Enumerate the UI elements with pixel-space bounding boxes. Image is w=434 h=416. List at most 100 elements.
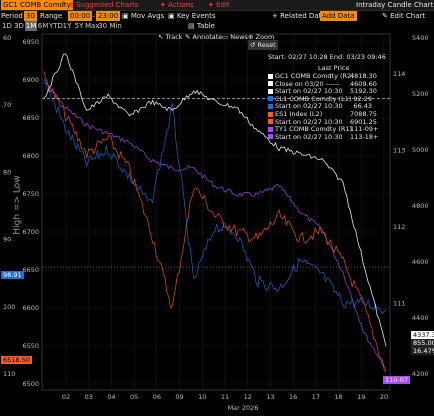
tag-gold-change: 855.00 [411, 339, 434, 347]
right-inner-tick: 112 [393, 223, 405, 231]
page-title: Intraday Candle Chart [356, 1, 434, 9]
left-inner-tick: 6800 [22, 152, 39, 160]
left-outer-tick: 60 [3, 34, 11, 42]
x-tick: 12 [244, 393, 252, 401]
top-toolbar: GC1 COMB Comdty ▮ Suggested Charts ✦ Act… [0, 0, 434, 11]
tag-crude-last: 98.91 [1, 271, 24, 279]
legend-swatch [268, 81, 273, 87]
legend-swatch [268, 73, 273, 79]
right-outer-tick: 5200 [412, 90, 429, 98]
x-tick: 20 [380, 393, 388, 401]
interval-tab[interactable]: 1M [25, 21, 37, 31]
edit-button[interactable]: ✦ Edit [208, 1, 230, 9]
cursor-icon: ↖ [158, 33, 164, 41]
interval-tab[interactable]: 6M [37, 22, 49, 30]
series-line [43, 53, 387, 347]
actions-button[interactable]: ✦ Actions [160, 1, 194, 9]
legend-item: TY1 COMB Comdty (R1) 111-09+ [268, 125, 378, 134]
add-data-field[interactable]: Add Data [320, 11, 357, 21]
reset-button[interactable]: ↺ Reset [248, 40, 278, 50]
right-outer-tick: 4400 [412, 314, 429, 322]
left-inner-tick: 6600 [22, 304, 39, 312]
table-button[interactable]: ▤ Table [188, 22, 215, 30]
right-outer-tick: 4800 [412, 202, 429, 210]
price-chart[interactable]: 6950 6900 6850 6800 6750 6700 6650 6600 6550 6500… [0, 32, 434, 416]
tool-annotate[interactable]: ✎ Annotate [185, 33, 223, 41]
legend-value: 66.43 [353, 102, 372, 111]
x-tick: 02 [62, 393, 70, 401]
table-icon: ▤ [188, 22, 195, 30]
month-label: Mar 2026 [228, 404, 259, 412]
gear-icon: ✦ [208, 1, 214, 9]
tool-zoom[interactable]: ⊕ Zoom [248, 33, 275, 41]
left-outer-tick: 110 [3, 370, 15, 378]
plus-icon: + [272, 12, 278, 20]
left-inner-tick: 6950 [22, 38, 39, 46]
related-data-button[interactable]: + Related Data [272, 12, 326, 20]
left-inner-tick: 6750 [22, 190, 39, 198]
left-outer-tick: 100 [3, 303, 15, 311]
legend-item: Start on 02/27 10:30 6901.25 [268, 117, 377, 127]
gear-icon: ✦ [160, 1, 166, 9]
tool-news[interactable]: ▭ News [222, 33, 248, 41]
interval-tab[interactable]: 1D [2, 22, 12, 30]
legend-value: 111-09+ [350, 125, 379, 134]
checkbox-icon: ▣ [122, 12, 129, 20]
legend-header: Start: 02/27 10:28 End: 03/23 09:46 [268, 53, 386, 61]
interval-tab[interactable]: 1Y [62, 22, 72, 30]
interval-tab[interactable]: 5Y [74, 22, 84, 30]
legend-item: Start on 02/27 10:30 113-18+ [268, 133, 378, 142]
x-tick: 06 [153, 393, 161, 401]
edit-chart-button[interactable]: ✎ Edit Chart [382, 12, 426, 20]
key-events-toggle[interactable]: ▣ Key Events [168, 12, 216, 20]
chart-grid [41, 33, 391, 391]
tag-es-last: 6518.50 [1, 356, 32, 364]
interval-tab[interactable]: Max [85, 22, 100, 30]
legend-item: GC1 COMB Comdty (R2) 4818.30 [268, 72, 377, 81]
tag-gold-pct: 16.47% [411, 347, 434, 355]
period-label: Period [1, 12, 23, 20]
ticker-field[interactable]: GC1 COMB Comdty [1, 0, 73, 10]
interval-tab[interactable]: 30 Min [98, 22, 122, 30]
tag-gold-last: 4337.30 [411, 331, 434, 339]
pencil-icon: ✎ [185, 33, 191, 41]
interval-bar: 1D 3D 1M 6MYTD1Y 5Y Max30 Min ▤ Table [0, 21, 434, 32]
legend-value: 5192.30 [350, 87, 377, 96]
legend-item: Close on 03/20 ------ 4609.60 [268, 79, 377, 89]
legend-label: Close on 03/20 ------ [275, 79, 340, 88]
period-select[interactable]: 30 [24, 11, 37, 21]
legend-swatch [268, 103, 273, 109]
legend-last-price: Last Price [318, 64, 350, 72]
legend-value: 92.29 [353, 94, 372, 103]
right-outer-tick: 4600 [412, 258, 429, 266]
legend-label: TY1 COMB Comdty (R1) [275, 125, 353, 134]
left-inner-tick: 6700 [22, 228, 39, 236]
end-time-field[interactable]: 23:00 [96, 11, 121, 21]
legend-value: 113-18+ [350, 132, 379, 141]
interval-tab[interactable]: YTD [49, 22, 63, 30]
series-line [43, 71, 387, 373]
legend-value: 4609.60 [350, 79, 377, 88]
legend-label: CL1 COMB Comdty (L1) [275, 94, 352, 103]
range-dash: – [92, 12, 96, 20]
legend-item: CL1 COMB Comdty (L1) 92.29 [268, 94, 372, 104]
high-low-label: High => Low [12, 175, 23, 235]
legend-item: Start on 02/27 10:30 5192.30 [268, 87, 377, 96]
legend-label: Start on 02/27 10:30 [275, 117, 343, 126]
tool-track[interactable]: ↖ Track [158, 33, 183, 41]
reset-icon: ↺ [250, 41, 256, 49]
suggested-charts-button[interactable]: ▮ Suggested Charts [70, 1, 139, 9]
legend-swatch [268, 111, 273, 117]
interval-tab[interactable]: 3D [14, 22, 24, 30]
right-inner-tick: 114 [393, 70, 405, 78]
chart-icon: ▮ [70, 1, 74, 9]
start-time-field[interactable]: 00:00 [68, 11, 93, 21]
series-line [43, 81, 387, 369]
legend-swatch [268, 134, 273, 140]
legend-swatch [268, 96, 273, 102]
left-inner-tick: 6900 [22, 76, 39, 84]
mov-avgs-toggle[interactable]: ▣ Mov Avgs [122, 12, 165, 20]
plot-border [41, 33, 391, 391]
legend-item: Start on 02/27 10:30 66.43 [268, 103, 372, 111]
left-inner-tick: 6550 [22, 342, 39, 350]
